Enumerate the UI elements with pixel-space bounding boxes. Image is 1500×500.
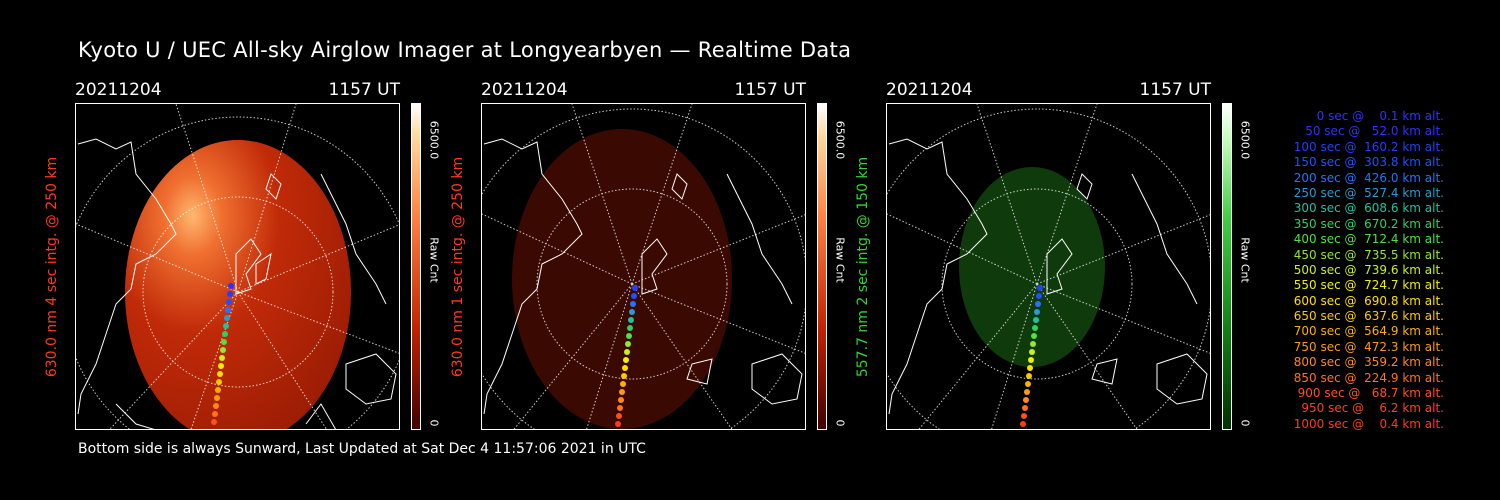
- allsky-image: [481, 103, 806, 430]
- legend-row: 500 sec @ 739.6 km alt.: [1289, 262, 1444, 277]
- page-title: Kyoto U / UEC All-sky Airglow Imager at …: [78, 38, 852, 62]
- legend-row: 1000 sec @ 0.4 km alt.: [1293, 416, 1444, 431]
- panel-header: 20211204 1157 UT: [886, 80, 1211, 102]
- panel-time: 1157 UT: [1139, 80, 1212, 100]
- legend-row: 550 sec @ 724.7 km alt.: [1289, 278, 1444, 293]
- panel-557-2sec: 20211204 1157 UT 557.7 nm 2 sec intg. @ …: [855, 80, 1252, 430]
- colorbar: [411, 103, 421, 430]
- legend-row: 900 sec @ 68.7 km alt.: [1293, 386, 1444, 401]
- colorbar-label: Raw Cnt: [833, 237, 847, 283]
- trajectory: [211, 283, 234, 425]
- legend-row: 0 sec @ 0.1 km alt.: [1305, 109, 1444, 123]
- legend-row: 700 sec @ 564.9 km alt.: [1289, 324, 1444, 339]
- airglow-disk: [125, 140, 351, 429]
- airglow-disk: [959, 167, 1105, 367]
- panel-date: 20211204: [75, 80, 162, 100]
- panel-header: 20211204 1157 UT: [481, 80, 806, 102]
- colorbar-min: 0: [1238, 419, 1252, 427]
- legend-row: 200 sec @ 426.0 km alt.: [1289, 170, 1444, 185]
- panel-time: 1157 UT: [734, 80, 807, 100]
- footer-note: Bottom side is always Sunward, Last Upda…: [78, 441, 646, 457]
- colorbar-min: 0: [833, 419, 847, 427]
- legend-row: 400 sec @ 712.4 km alt.: [1289, 232, 1444, 247]
- time-altitude-legend: 0 sec @ 0.1 km alt. 50 sec @ 52.0 km alt…: [1262, 109, 1444, 432]
- allsky-image: [75, 103, 400, 430]
- legend-row: 600 sec @ 690.8 km alt.: [1289, 293, 1444, 308]
- panel-ylabel: 630.0 nm 1 sec intg. @ 250 km: [450, 156, 466, 377]
- panel-header: 20211204 1157 UT: [75, 80, 400, 102]
- panel-ylabel: 630.0 nm 4 sec intg. @ 250 km: [44, 156, 60, 377]
- legend-row: 950 sec @ 6.2 km alt.: [1297, 401, 1444, 416]
- trajectory: [1020, 285, 1043, 427]
- legend-row: 850 sec @ 224.9 km alt.: [1289, 370, 1444, 385]
- colorbar: [817, 103, 827, 430]
- panel-630-1sec: 20211204 1157 UT 630.0 nm 1 sec intg. @ …: [450, 80, 847, 430]
- legend-row: 650 sec @ 637.6 km alt.: [1289, 309, 1444, 324]
- panel-ylabel: 557.7 nm 2 sec intg. @ 150 km: [855, 156, 871, 377]
- panel-date: 20211204: [886, 80, 973, 100]
- panel-630-4sec: 20211204 1157 UT 630.0 nm 4 sec intg. @ …: [44, 80, 441, 430]
- legend-row: 350 sec @ 670.2 km alt.: [1289, 216, 1444, 231]
- colorbar-max: 6500.0: [427, 120, 441, 160]
- colorbar-label: Raw Cnt: [427, 237, 441, 283]
- legend-row: 50 sec @ 52.0 km alt.: [1297, 124, 1444, 139]
- colorbar: [1222, 103, 1232, 430]
- legend-row: 100 sec @ 160.2 km alt.: [1289, 139, 1444, 154]
- legend-row: 150 sec @ 303.8 km alt.: [1289, 155, 1444, 170]
- colorbar-label: Raw Cnt: [1238, 237, 1252, 283]
- legend-row: 450 sec @ 735.5 km alt.: [1289, 247, 1444, 262]
- legend-row: 750 sec @ 472.3 km alt.: [1289, 339, 1444, 354]
- panel-time: 1157 UT: [328, 80, 401, 100]
- colorbar-max: 6500.0: [1238, 120, 1252, 160]
- trajectory: [615, 285, 638, 427]
- legend-row: 800 sec @ 359.2 km alt.: [1289, 355, 1444, 370]
- legend-row: 250 sec @ 527.4 km alt.: [1289, 185, 1444, 200]
- colorbar-max: 6500.0: [833, 120, 847, 160]
- panel-date: 20211204: [481, 80, 568, 100]
- allsky-image: [886, 103, 1211, 430]
- colorbar-min: 0: [427, 419, 441, 427]
- legend-row: 300 sec @ 608.6 km alt.: [1289, 201, 1444, 216]
